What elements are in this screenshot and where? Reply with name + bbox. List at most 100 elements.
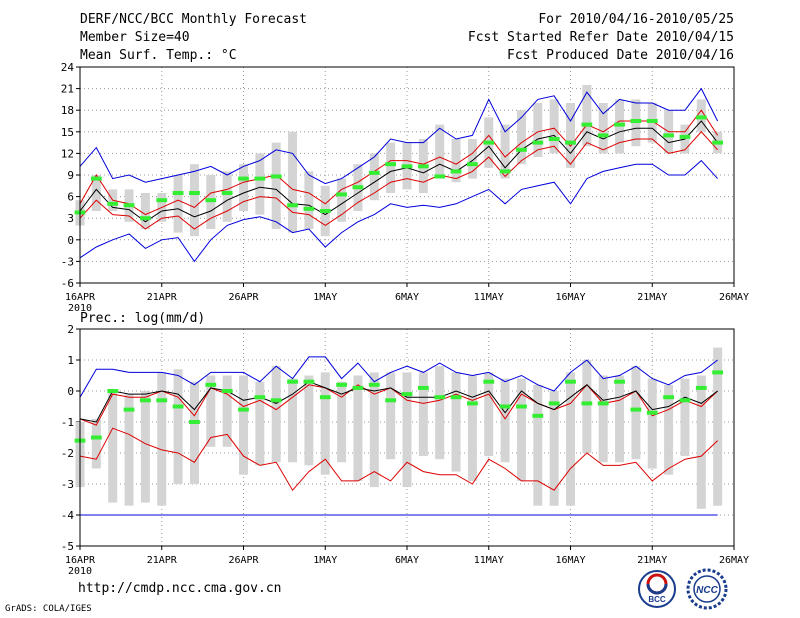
panel1-observed-mark [467, 162, 478, 167]
variable-label: Mean Surf. Temp.: °C [80, 48, 237, 63]
panel2-member-box [157, 372, 167, 506]
panel1-observed-mark [140, 216, 151, 221]
panel2-observed-mark [401, 392, 413, 397]
panel2-observed-mark [646, 410, 658, 415]
website-url[interactable]: http://cmdp.ncc.cma.gov.cn [78, 581, 282, 596]
panel1-observed-mark [499, 169, 511, 174]
panel2-member-box [451, 372, 461, 472]
panel1-observed-mark [205, 198, 217, 203]
panel1-observed-mark [646, 119, 658, 123]
panel2-observed-mark [189, 420, 200, 424]
panel2-frame [79, 328, 735, 547]
panel2-member-box [304, 375, 314, 466]
panel2-observed-mark [450, 395, 462, 400]
panel2-ytick-label: 2 [67, 323, 74, 336]
panel1-ytick-label: 15 [61, 126, 74, 139]
panel2-observed-mark [303, 379, 315, 384]
panel2-xtick-label: 21APR [147, 555, 178, 566]
panel2-member-box [91, 418, 101, 469]
panel1-observed-mark [319, 209, 331, 213]
panel2-observed-mark [368, 382, 380, 387]
panel2-member-box [598, 375, 608, 463]
panel2-member-box [255, 381, 265, 466]
panel2-member-box [713, 347, 723, 506]
panel2-observed-mark [319, 395, 331, 400]
panel1-ytick-label: -3 [61, 255, 74, 268]
panel2-member-box [271, 366, 281, 463]
panel2-ytick-label: -1 [61, 416, 74, 429]
panel2-member-box [500, 378, 510, 463]
panel2-mean-line [79, 381, 718, 423]
panel2-observed-mark [434, 395, 446, 400]
panel1-frame [79, 66, 735, 284]
panel2-year-label: 2010 [68, 566, 92, 577]
panel2-ytick-label: -4 [61, 509, 75, 522]
panel1-member-box [255, 153, 265, 215]
panel1-member-box [582, 85, 592, 147]
panel2-observed-mark [352, 385, 364, 390]
panel1-member-box [467, 139, 477, 179]
panel2-member-box [369, 372, 379, 488]
panel2-observed-mark [483, 379, 495, 384]
panel2-member-box [696, 375, 706, 509]
panel2-ytick-label: -5 [61, 540, 74, 553]
panel2-member-box [418, 372, 428, 457]
panel2-member-box [549, 391, 559, 506]
panel1-observed-mark [597, 133, 609, 138]
panel1-observed-mark [695, 115, 707, 120]
bcc-logo: BCC [638, 570, 676, 608]
panel2-xtick-label: 11MAY [474, 555, 504, 566]
panel1-observed-mark [107, 201, 119, 206]
panel2-observed-mark [467, 401, 478, 406]
panel1-observed-mark [123, 203, 135, 208]
panel2-member-box [140, 391, 150, 503]
panel1-member-box [189, 164, 199, 237]
panel1-observed-mark [663, 133, 674, 138]
panel2-observed-mark [254, 395, 266, 400]
panel2-observed-mark [565, 379, 576, 384]
panel1-observed-mark [368, 170, 380, 175]
panel2-member-box [566, 372, 575, 506]
panel1-member-box [516, 110, 526, 165]
panel1-member-box [271, 142, 281, 229]
panel2-member-box [680, 378, 690, 457]
panel2-observed-mark [385, 398, 397, 403]
forecast-start-date: Fcst Started Refer Date 2010/04/15 [467, 30, 734, 45]
panel1-observed-mark [712, 140, 724, 145]
panel1-member-box [386, 142, 396, 193]
panel2-member-box [239, 375, 248, 475]
panel2-upper-line [79, 384, 718, 426]
panel2-member-box [664, 384, 674, 475]
chart-title: DERF/NCC/BCC Monthly Forecast [80, 12, 307, 27]
panel1-member-box [435, 124, 445, 179]
panel2-xtick-label: 26APR [228, 555, 259, 566]
panel1-xtick-label: 6MAY [395, 292, 419, 303]
panel2-member-box [386, 372, 396, 460]
panel2-ytick-label: -3 [61, 478, 74, 491]
panel1-observed-mark [417, 164, 429, 169]
panel1-ytick-label: 12 [61, 147, 74, 160]
panel1-observed-mark [679, 134, 691, 139]
panel2-member-box [615, 375, 625, 463]
panel1-member-box [91, 175, 101, 211]
panel1-lower-line [79, 131, 718, 230]
panel1-member-box [549, 99, 559, 154]
panel2-member-box [124, 394, 134, 506]
panel2-member-box [533, 384, 543, 506]
ncc-logo-text: NCC [696, 585, 718, 596]
panel1-max-line [79, 87, 719, 185]
panel1-observed-mark [90, 176, 102, 181]
panel1-xtick-label: 11MAY [474, 292, 504, 303]
panel1-member-box [140, 193, 150, 229]
panel2-ytick-label: -2 [61, 447, 74, 460]
panel1-observed-mark [581, 122, 593, 127]
panel1-xtick-label: 1MAY [313, 292, 337, 303]
forecast-produced-date: Fcst Produced Date 2010/04/16 [507, 48, 734, 63]
panel1-observed-mark [189, 191, 200, 195]
panel1-xtick-label: 21APR [147, 292, 178, 303]
panel1-observed-mark [303, 206, 315, 211]
panel1-ytick-label: -6 [61, 277, 74, 290]
panel1-ytick-label: 21 [61, 83, 74, 96]
panel2-member-box [647, 378, 657, 469]
